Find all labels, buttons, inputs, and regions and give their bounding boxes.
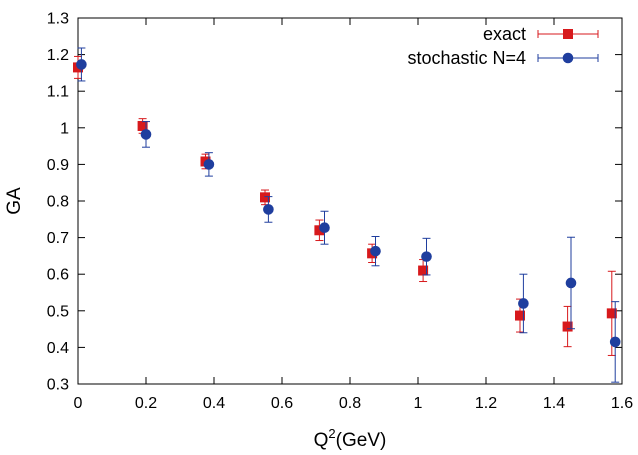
stochastic-point — [203, 159, 215, 170]
x-tick-label: 0 — [74, 395, 83, 412]
axis-ticks — [77, 17, 623, 385]
exact-point — [314, 225, 325, 236]
legend-sample-stochastic — [537, 52, 599, 64]
exact-point — [260, 192, 270, 203]
stochastic-point — [370, 245, 381, 257]
x-tick-label: 1 — [414, 395, 423, 412]
series-0 — [73, 55, 617, 356]
x-axis-title-unit: (GeV) — [336, 430, 387, 451]
stochastic-point — [518, 298, 529, 309]
x-axis-title-sup: 2 — [328, 426, 335, 441]
legend-marker — [563, 29, 573, 39]
y-tick-label: 1.1 — [47, 84, 69, 101]
legend-sample-exact — [537, 29, 599, 39]
x-tick-label: 1.6 — [611, 395, 633, 412]
exact-point — [137, 120, 148, 131]
y-tick-label: 0.7 — [47, 230, 69, 247]
stochastic-point — [263, 204, 274, 215]
exact-point — [418, 265, 429, 276]
y-tick-label: 0.3 — [47, 377, 69, 394]
x-tick-label: 0.6 — [271, 395, 293, 412]
y-tick-labels: 0.3 0.4 0.5 0.6 0.7 0.8 0.9 1 1.1 1.2 1.3 — [47, 11, 69, 394]
x-tick-label: 0.8 — [339, 395, 361, 412]
y-axis-title: GA — [4, 187, 25, 215]
y-tick-label: 1 — [60, 120, 69, 137]
series-1 — [76, 47, 621, 383]
x-tick-label: 1.4 — [543, 395, 565, 412]
legend-label-exact: exact — [483, 24, 526, 44]
legend-marker — [562, 52, 574, 64]
y-tick-label: 0.6 — [47, 267, 69, 284]
y-tick-label: 0.9 — [47, 157, 69, 174]
exact-point — [562, 321, 573, 332]
y-tick-label: 1.3 — [47, 11, 69, 28]
series-layer — [73, 47, 621, 383]
exact-point — [515, 310, 525, 321]
x-tick-label: 0.4 — [203, 395, 225, 412]
y-tick-label: 0.5 — [47, 303, 69, 320]
y-tick-label: 0.8 — [47, 194, 69, 211]
legend-label-stochastic: stochastic N=4 — [407, 48, 526, 68]
x-tick-label: 1.2 — [475, 395, 497, 412]
legend: exact stochastic N=4 — [407, 24, 599, 68]
x-tick-label: 0.2 — [135, 395, 157, 412]
stochastic-point — [319, 222, 330, 234]
stochastic-point — [421, 251, 432, 262]
x-axis-title: Q2(GeV) — [314, 426, 387, 451]
exact-point — [606, 308, 617, 319]
plot-frame — [77, 17, 623, 385]
y-tick-label: 1.2 — [47, 47, 69, 64]
stochastic-point — [565, 277, 577, 289]
x-tick-labels: 0 0.2 0.4 0.6 0.8 1 1.2 1.4 1.6 — [74, 395, 634, 412]
stochastic-point — [76, 59, 87, 70]
stochastic-point — [140, 129, 152, 140]
stochastic-point — [609, 336, 621, 348]
y-tick-label: 0.4 — [47, 340, 69, 357]
x-axis-title-main: Q — [314, 430, 329, 451]
